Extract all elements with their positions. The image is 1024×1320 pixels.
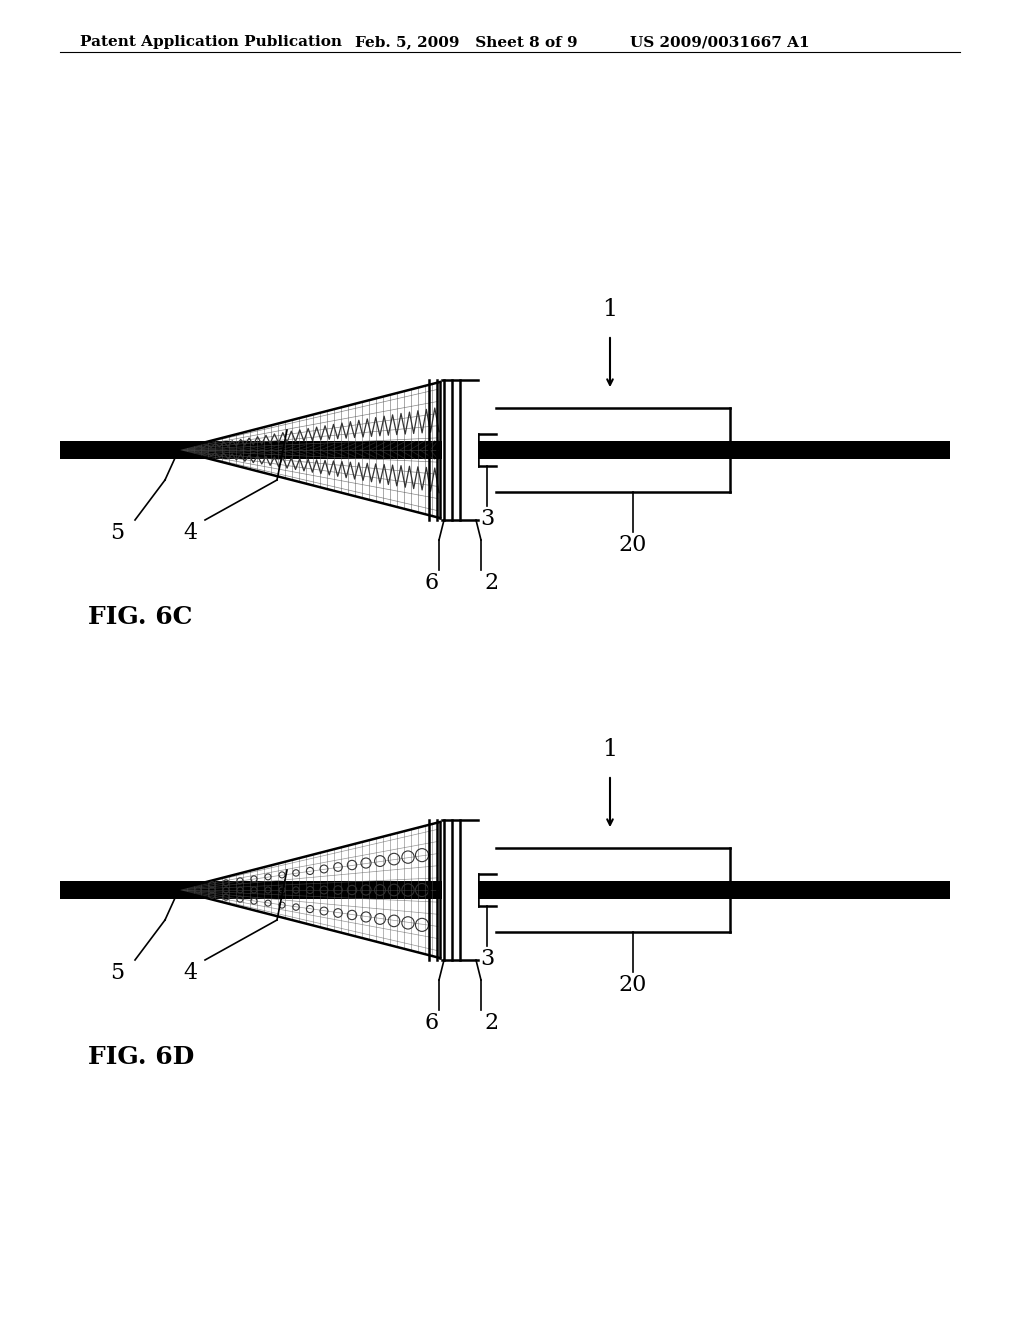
Text: 4: 4 [183,962,197,983]
Bar [496,847,730,932]
Text: 5: 5 [110,962,124,983]
Text: Patent Application Publication: Patent Application Publication [80,36,342,49]
Bar [442,820,478,960]
Bar [496,408,730,492]
Text: Feb. 5, 2009   Sheet 8 of 9: Feb. 5, 2009 Sheet 8 of 9 [355,36,578,49]
Bar [60,880,950,899]
Text: US 2009/0031667 A1: US 2009/0031667 A1 [630,36,810,49]
Bar [60,441,950,459]
Text: 6: 6 [425,1012,439,1034]
Text: 20: 20 [618,535,647,556]
Text: 2: 2 [484,572,498,594]
Text: FIG. 6D: FIG. 6D [88,1045,195,1069]
Text: 2: 2 [484,1012,498,1034]
Text: FIG. 6C: FIG. 6C [88,605,193,630]
Text: 20: 20 [618,974,647,997]
Text: 5: 5 [110,521,124,544]
Text: 4: 4 [183,521,197,544]
Text: 1: 1 [602,298,617,321]
Text: 6: 6 [425,572,439,594]
Text: 3: 3 [480,948,495,970]
Text: 1: 1 [602,738,617,762]
Text: 3: 3 [480,508,495,531]
Bar [442,380,478,520]
